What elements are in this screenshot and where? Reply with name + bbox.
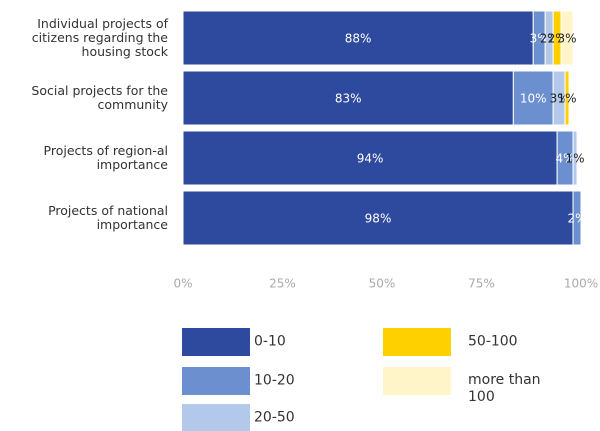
legend-swatch — [182, 367, 250, 395]
bar-segment — [182, 130, 558, 186]
data-label: 3% — [558, 32, 577, 46]
data-label: 2% — [567, 212, 586, 226]
legend-label: more than 100 — [468, 372, 541, 405]
data-label: 98% — [365, 212, 392, 226]
legend-swatch — [383, 328, 451, 356]
data-label: 1% — [566, 152, 585, 166]
bar-segment — [572, 130, 578, 186]
data-label: 88% — [345, 32, 372, 46]
data-label: 1% — [558, 92, 577, 106]
data-label: 10% — [520, 92, 547, 106]
x-tick-label: 25% — [269, 277, 296, 291]
x-tick-label: 75% — [468, 277, 495, 291]
category-label: Social projects for the community — [31, 83, 168, 112]
data-label: 4% — [556, 152, 575, 166]
x-tick-label: 0% — [173, 277, 192, 291]
x-tick-label: 50% — [369, 277, 396, 291]
bar-segment — [182, 10, 534, 66]
data-label: 3% — [530, 32, 549, 46]
bar-segment — [564, 70, 570, 126]
data-label: 83% — [335, 92, 362, 106]
bar-segment — [572, 190, 582, 246]
legend-swatch — [383, 367, 451, 395]
legend-label: 50-100 — [468, 333, 518, 350]
data-label: 3% — [550, 92, 569, 106]
legend-label: 20-50 — [254, 409, 295, 426]
legend-swatch — [182, 404, 250, 431]
bar-segment — [560, 10, 574, 66]
category-label: Projects of national importance — [48, 203, 168, 232]
data-label: 94% — [357, 152, 384, 166]
bar-segment — [182, 190, 574, 246]
category-label: Individual projects of citizens regardin… — [31, 16, 168, 59]
legend-label: 0-10 — [254, 333, 286, 350]
x-tick-label: 100% — [564, 277, 598, 291]
legend-label: 10-20 — [254, 372, 295, 389]
category-label: Projects of region-al importance — [43, 143, 168, 172]
legend-swatch — [182, 328, 250, 356]
